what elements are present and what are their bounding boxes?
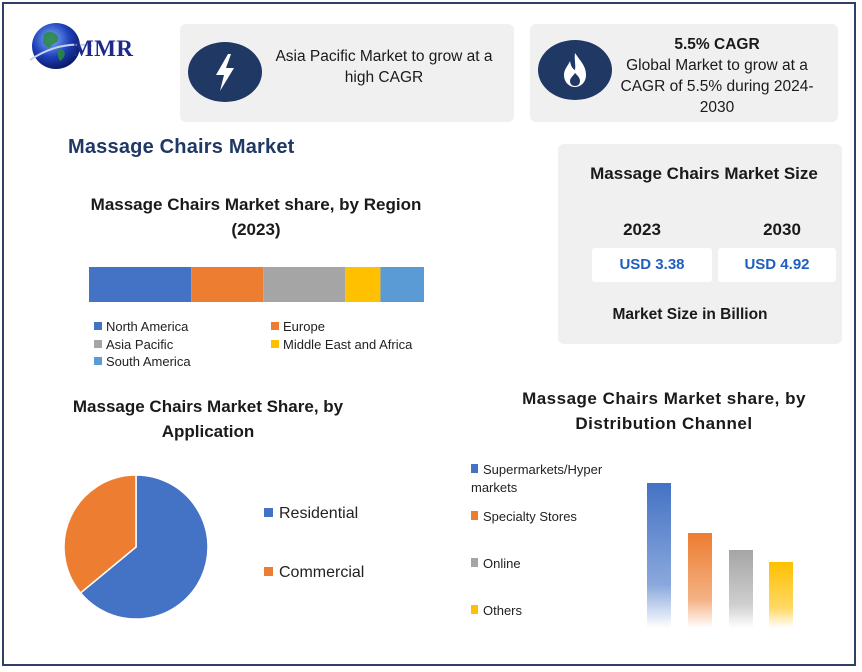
brand-name: MMR (72, 36, 134, 61)
supermarkets-swatch (471, 464, 478, 473)
legend-others-label: Others (483, 603, 523, 618)
region-chart-title: Massage Chairs Market share, by Region (… (90, 195, 422, 239)
legend-specialty-stores: Specialty Stores (471, 508, 621, 526)
region-bar-europe (191, 267, 264, 302)
pie-slice-commercial (63, 474, 137, 594)
commercial-swatch (264, 567, 273, 576)
region-bar-south-america (380, 267, 424, 302)
region-stacked-bar-chart (89, 267, 424, 302)
legend-middle-east-and-africa-label: Middle East and Africa (283, 337, 413, 352)
legend-asia-pacific: Asia Pacific (94, 337, 173, 352)
legend-online-label: Online (483, 556, 521, 571)
region-bar-middle-east-and-africa (345, 267, 381, 302)
south-america-swatch (94, 357, 102, 365)
value-2023: USD 3.38 (592, 248, 712, 282)
legend-north-america-label: North America (106, 319, 189, 334)
online-swatch (471, 558, 478, 567)
asia-pacific-text: Asia Pacific Market to grow at a high CA… (275, 48, 493, 86)
application-chart-title: Massage Chairs Market Share, by Applicat… (72, 397, 344, 441)
market-size-title: Massage Chairs Market Size (590, 164, 818, 183)
market-size-note: Market Size in Billion (612, 306, 768, 323)
specialty-swatch (471, 511, 478, 520)
application-pie-chart (63, 474, 209, 620)
cagr-card: 5.5% CAGR Global Market to grow at a CAG… (530, 24, 838, 122)
legend-residential: Residential (264, 505, 358, 523)
region-bar-north-america (89, 267, 192, 302)
year-2030-label: 2030 (763, 220, 801, 239)
legend-supermarkets-label: Supermarkets/Hyper markets (471, 462, 603, 495)
dist-bar-online (729, 550, 753, 628)
year-2023-label: 2023 (623, 220, 661, 239)
pie-slice-residential (79, 474, 209, 620)
distribution-chart-title: Massage Chairs Market share, by Distribu… (522, 389, 806, 433)
lightning-bolt-icon (188, 42, 262, 102)
legend-europe-label: Europe (283, 319, 325, 334)
distribution-bar-chart (647, 483, 793, 628)
dist-bar-others (769, 562, 793, 628)
asia-pacific-swatch (94, 340, 102, 348)
legend-commercial-label: Commercial (279, 564, 365, 581)
legend-middle-east-and-africa: Middle East and Africa (271, 337, 412, 352)
page-title: Massage Chairs Market (68, 136, 295, 158)
globe-icon (29, 23, 93, 69)
legend-south-america: South America (94, 354, 191, 369)
flame-icon (538, 40, 612, 100)
residential-swatch (264, 508, 273, 517)
legend-supermarkets: Supermarkets/Hyper markets (471, 461, 621, 497)
value-2030: USD 4.92 (718, 248, 836, 282)
legend-south-america-label: South America (106, 354, 191, 369)
cagr-text-block: 5.5% CAGR Global Market to grow at a CAG… (614, 34, 820, 118)
legend-commercial: Commercial (264, 564, 364, 582)
region-bar-asia-pacific (263, 267, 346, 302)
mmr-logo: MMR (22, 20, 146, 76)
dist-bar-specialty-stores (688, 533, 712, 628)
middle-east-and-africa-swatch (271, 340, 279, 348)
europe-swatch (271, 322, 279, 330)
legend-europe: Europe (271, 319, 325, 334)
legend-others: Others (471, 602, 621, 620)
market-size-panel: Massage Chairs Market Size 2023 2030 USD… (558, 144, 842, 344)
infographic-frame (2, 2, 856, 666)
asia-pacific-card: Asia Pacific Market to grow at a high CA… (180, 24, 514, 122)
legend-asia-pacific-label: Asia Pacific (106, 337, 174, 352)
legend-north-america: North America (94, 319, 188, 334)
cagr-description: Global Market to grow at a CAGR of 5.5% … (620, 57, 814, 116)
others-swatch (471, 605, 478, 614)
legend-specialty-label: Specialty Stores (483, 509, 577, 524)
dist-bar-supermarkets-hyper-markets (647, 483, 671, 628)
legend-residential-label: Residential (279, 505, 359, 522)
cagr-title: 5.5% CAGR (674, 36, 760, 53)
north-america-swatch (94, 322, 102, 330)
legend-online: Online (471, 555, 621, 573)
